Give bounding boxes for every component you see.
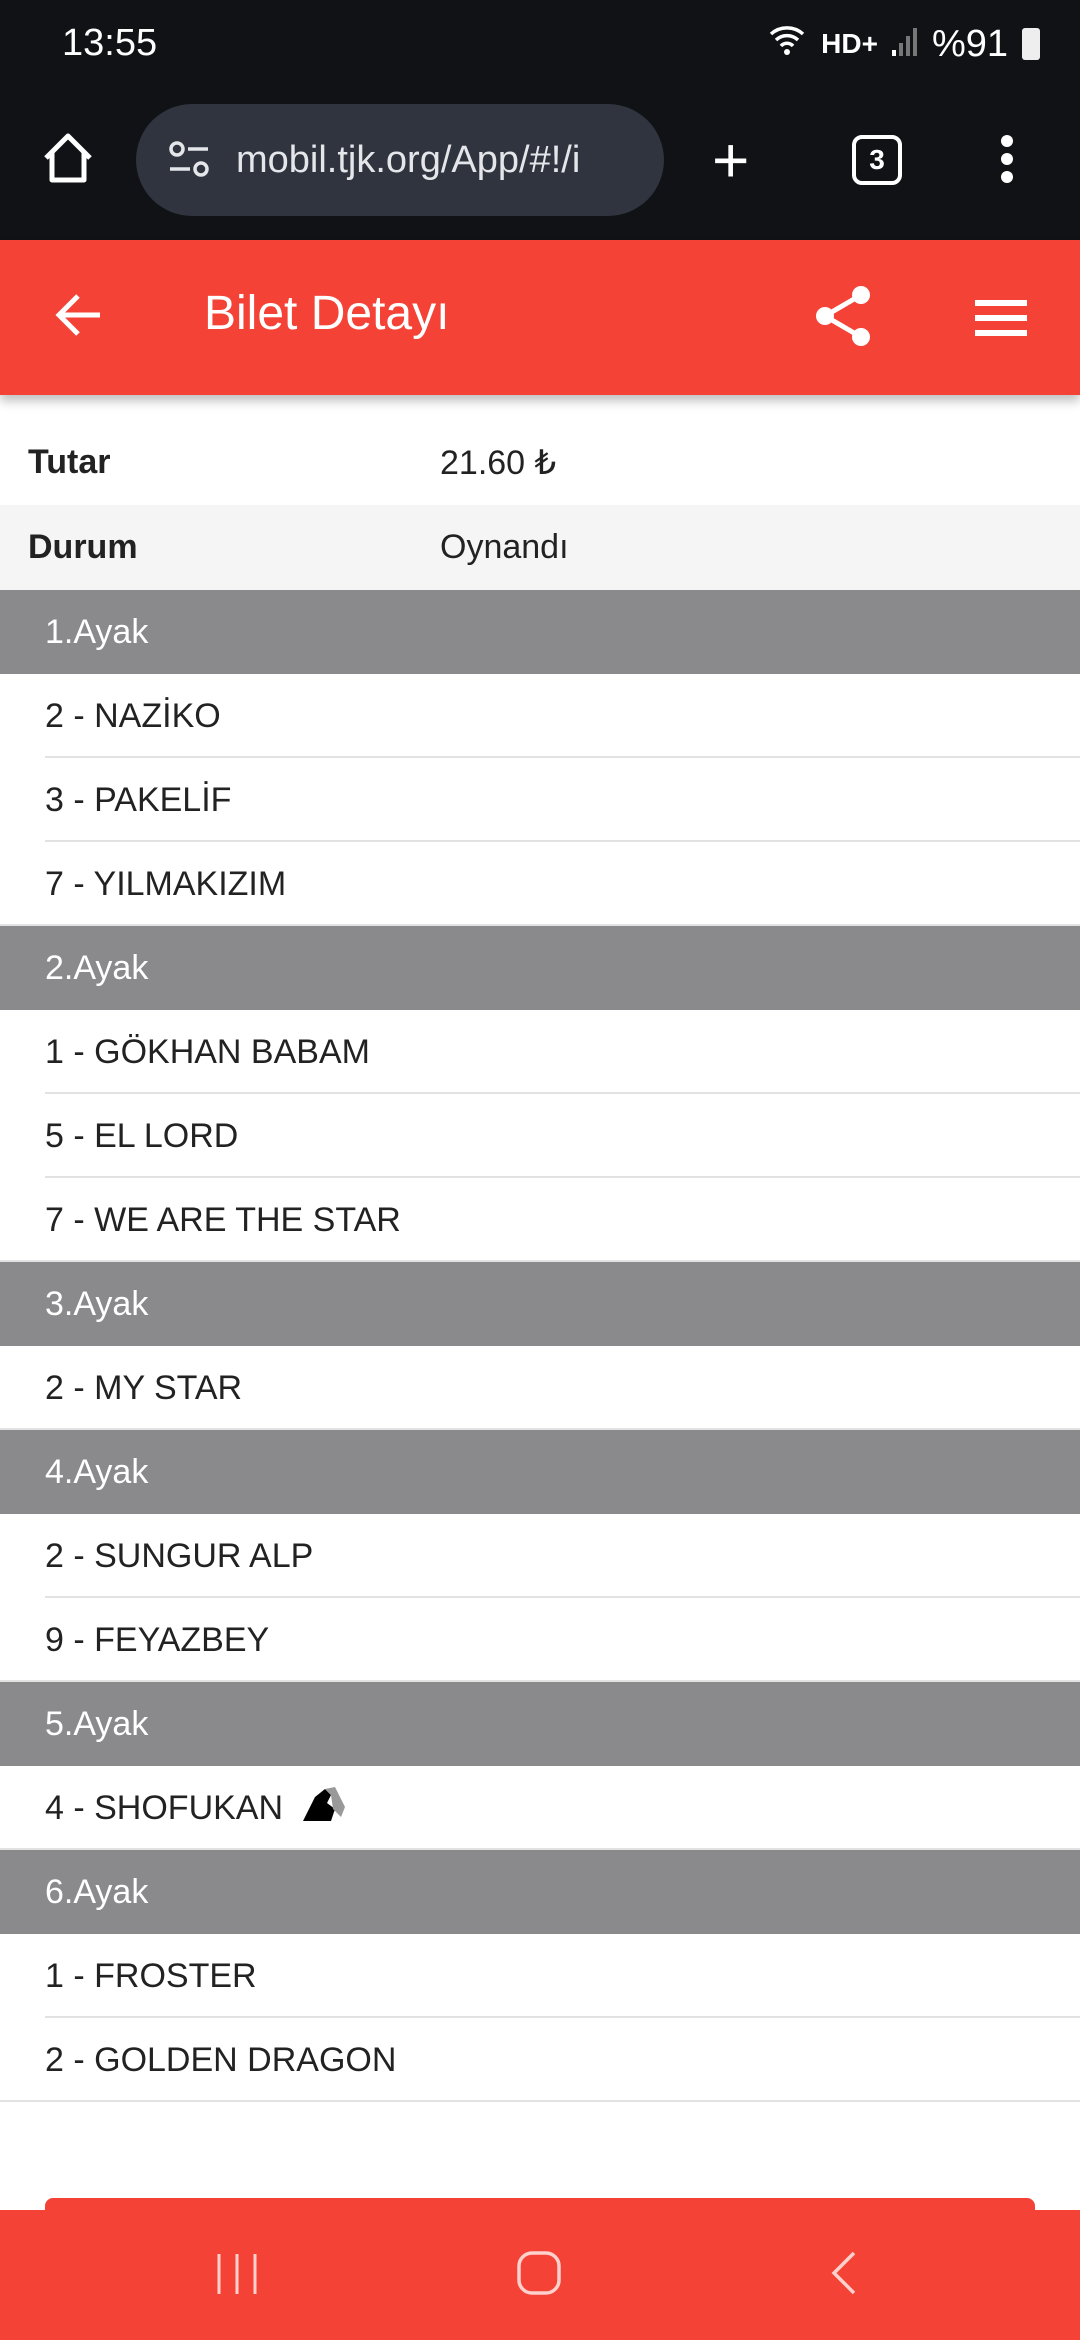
leg-header: 6.Ayak [0, 1850, 1080, 1934]
hamburger-menu-icon[interactable] [975, 298, 1027, 343]
horse-list-item: 2 - GOLDEN DRAGON [0, 2018, 1080, 2102]
site-settings-icon[interactable] [168, 139, 210, 181]
leg-header: 3.Ayak [0, 1262, 1080, 1346]
horse-name: 7 - YILMAKIZIM [45, 864, 287, 903]
horse-list-item: 4 - SHOFUKAN [0, 1766, 1080, 1850]
horse-name: 7 - WE ARE THE STAR [45, 1200, 401, 1239]
horse-head-icon [301, 1786, 347, 1830]
url-bar[interactable]: mobil.tjk.org/App/#!/i [136, 104, 664, 216]
ticket-details: Tutar 21.60 ₺ Durum Oynandı 1.Ayak 2 - NA… [0, 395, 1080, 2102]
detail-row-amount: Tutar 21.60 ₺ [0, 420, 1080, 505]
wifi-icon [767, 22, 807, 66]
leg-header: 4.Ayak [0, 1430, 1080, 1514]
horse-name: 1 - FROSTER [45, 1956, 257, 1995]
horse-name: 1 - GÖKHAN BABAM [45, 1032, 370, 1071]
browser-toolbar: mobil.tjk.org/App/#!/i + 3 [0, 100, 1080, 240]
horse-list-item: 7 - YILMAKIZIM [0, 842, 1080, 926]
tab-switcher-button[interactable]: 3 [852, 135, 902, 185]
horse-name: 5 - EL LORD [45, 1116, 239, 1155]
status-bar: 13:55 HD+ %91 [0, 0, 1080, 100]
page-title: Bilet Detayı [204, 287, 450, 340]
leg-header: 5.Ayak [0, 1682, 1080, 1766]
horse-list-item: 1 - GÖKHAN BABAM [0, 1010, 1080, 1094]
horse-list-item: 2 - SUNGUR ALP [0, 1514, 1080, 1598]
horse-list-item: 1 - FROSTER [0, 1934, 1080, 2018]
new-tab-icon[interactable]: + [712, 124, 750, 196]
app-header: Bilet Detayı [0, 240, 1080, 395]
horse-name: 2 - MY STAR [45, 1368, 243, 1407]
back-arrow-icon[interactable] [54, 290, 104, 345]
horse-name: 2 - GOLDEN DRAGON [45, 2040, 397, 2079]
detail-label: Tutar [28, 443, 111, 481]
horse-list-item: 2 - NAZİKO [0, 674, 1080, 758]
horse-list-item: 7 - WE ARE THE STAR [0, 1178, 1080, 1262]
signal-icon [891, 23, 918, 66]
home-button-icon[interactable] [516, 2250, 562, 2296]
share-icon[interactable] [815, 285, 871, 352]
leg-header: 1.Ayak [0, 590, 1080, 674]
horse-name: 3 - PAKELİF [45, 780, 232, 819]
network-type: HD+ [821, 28, 878, 59]
recent-apps-icon[interactable] [215, 2252, 259, 2296]
battery-icon [1022, 28, 1040, 60]
horse-name: 2 - NAZİKO [45, 696, 221, 735]
horse-list-item: 2 - MY STAR [0, 1346, 1080, 1430]
horse-name: 4 - SHOFUKAN [45, 1788, 284, 1827]
status-time: 13:55 [62, 22, 158, 64]
horse-list-item: 9 - FEYAZBEY [0, 1598, 1080, 1682]
home-icon[interactable] [40, 130, 96, 191]
back-button-icon[interactable] [828, 2250, 858, 2296]
horse-list-item: 5 - EL LORD [0, 1094, 1080, 1178]
url-text: mobil.tjk.org/App/#!/i [236, 138, 581, 181]
horse-name: 2 - SUNGUR ALP [45, 1536, 314, 1575]
horse-name: 9 - FEYAZBEY [45, 1620, 270, 1659]
more-options-icon[interactable] [1000, 134, 1014, 189]
horse-list-item: 3 - PAKELİF [0, 758, 1080, 842]
detail-label: Durum [28, 528, 138, 566]
system-nav-bar [0, 2210, 1080, 2340]
battery-level: %91 [931, 22, 1008, 65]
leg-header: 2.Ayak [0, 926, 1080, 1010]
detail-value: 21.60 ₺ [440, 443, 557, 482]
detail-row-status: Durum Oynandı [0, 505, 1080, 590]
detail-value: Oynandı [440, 528, 569, 566]
